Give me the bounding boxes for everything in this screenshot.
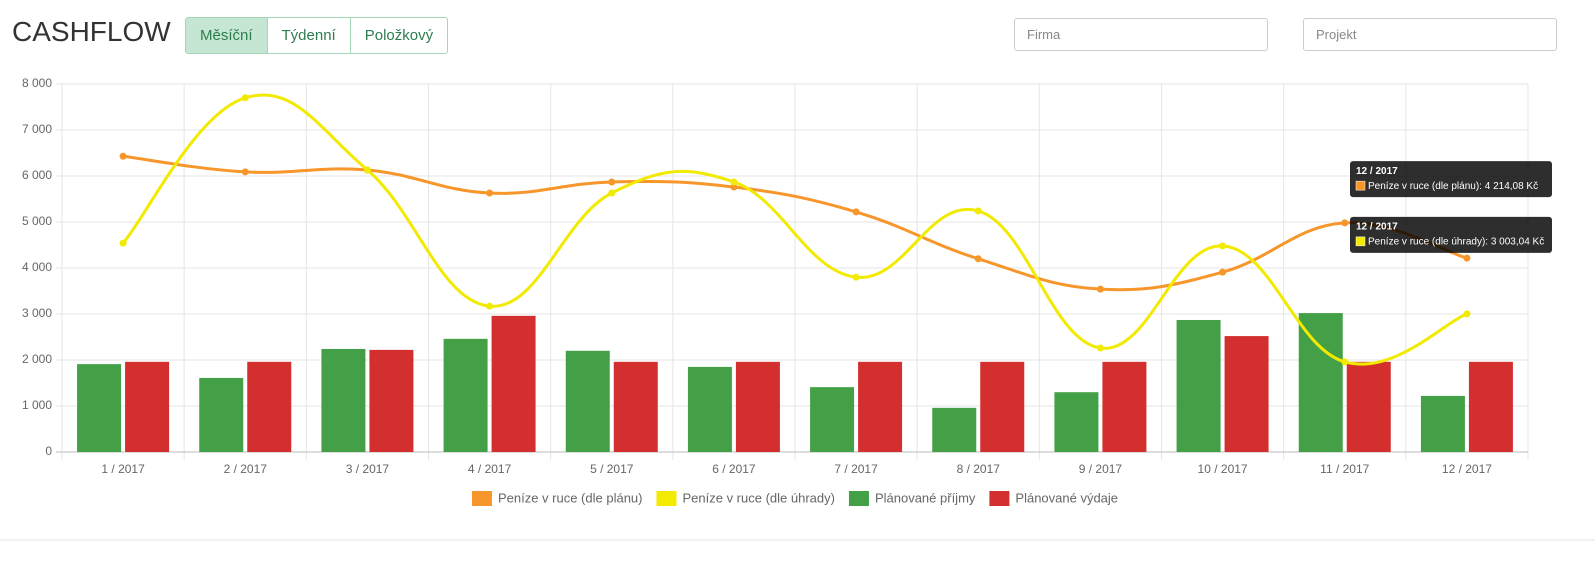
x-tick-label: 3 / 2017 — [346, 462, 390, 476]
tab[interactable]: Položkový — [349, 18, 447, 53]
y-tick-label: 2 000 — [22, 352, 52, 366]
x-tick-label: 7 / 2017 — [834, 462, 878, 476]
bar — [1468, 361, 1513, 452]
point — [852, 273, 860, 281]
bar — [77, 364, 122, 452]
filter-input[interactable]: Projekt — [1303, 18, 1557, 51]
point — [119, 239, 127, 247]
bar — [1346, 361, 1391, 452]
y-tick-label: 4 000 — [22, 260, 52, 274]
bar — [932, 407, 977, 452]
point — [363, 166, 371, 174]
x-tick-label: 5 / 2017 — [590, 462, 634, 476]
tooltip: 12 / 2017 Peníze v ruce (dle plánu): 4 21… — [1350, 161, 1552, 198]
legend-swatch — [989, 491, 1010, 506]
bar — [735, 361, 780, 452]
tooltip-text: Peníze v ruce (dle plánu): 4 214,08 Kč — [1368, 181, 1538, 192]
bar — [443, 338, 488, 452]
y-tick-label: 5 000 — [22, 214, 52, 228]
tooltip-title: 12 / 2017 — [1356, 222, 1398, 233]
tab[interactable]: Měsíční — [186, 18, 267, 53]
bar — [858, 361, 903, 452]
point — [486, 302, 494, 310]
point — [974, 255, 982, 263]
bar — [1298, 313, 1343, 452]
x-tick-label: 11 / 2017 — [1320, 462, 1369, 476]
legend: Peníze v ruce (dle plánu) Peníze v ruce (… — [471, 490, 1118, 506]
y-tick-label: 1 000 — [22, 398, 52, 412]
x-tick-label: 12 / 2017 — [1442, 462, 1492, 476]
line — [122, 154, 1468, 292]
tooltip-box — [1350, 216, 1552, 253]
bar — [321, 348, 366, 452]
x-tick-label: 6 / 2017 — [712, 462, 756, 476]
legend-swatch — [848, 491, 869, 506]
tooltip: 12 / 2017 Peníze v ruce (dle úhrady): 3 0… — [1350, 216, 1552, 253]
tooltip-swatch — [1355, 236, 1366, 247]
x-tick-label: 2 / 2017 — [224, 462, 268, 476]
point — [730, 183, 738, 191]
point — [1463, 310, 1471, 318]
legend-label: Peníze v ruce (dle plánu) — [498, 490, 643, 505]
filter-input[interactable]: Firma — [1014, 18, 1268, 51]
point — [852, 208, 860, 216]
point — [608, 189, 616, 197]
x-tick-label: 4 / 2017 — [468, 462, 512, 476]
bar — [613, 361, 658, 452]
legend-label: Plánované výdaje — [1015, 490, 1118, 505]
bar — [1176, 319, 1221, 452]
y-tick-label: 3 000 — [22, 306, 52, 320]
bar — [1054, 392, 1099, 452]
bar — [980, 361, 1025, 452]
x-tick-label: 1 / 2017 — [101, 462, 145, 476]
bar — [491, 315, 536, 452]
tooltip-box — [1350, 161, 1552, 198]
tab[interactable]: Týdenní — [266, 18, 350, 53]
x-tick-label: 9 / 2017 — [1079, 462, 1123, 476]
bar — [565, 350, 610, 452]
point — [241, 168, 249, 176]
x-tick-label: 8 / 2017 — [957, 462, 1001, 476]
y-tick-label: 8 000 — [22, 76, 52, 90]
point — [730, 178, 738, 186]
tab-group: Měsíční Týdenní Položkový — [185, 17, 449, 54]
point — [974, 207, 982, 215]
y-tick-label: 7 000 — [22, 122, 52, 136]
point — [119, 152, 127, 160]
point — [486, 189, 494, 197]
point — [241, 94, 249, 102]
bar — [1224, 336, 1269, 452]
bar — [1420, 395, 1465, 452]
line — [121, 93, 1468, 366]
x-tick-label: 10 / 2017 — [1198, 462, 1248, 476]
page-title: CASHFLOW — [12, 16, 171, 47]
bar — [810, 387, 855, 452]
tooltip-text: Peníze v ruce (dle úhrady): 3 003,04 Kč — [1368, 237, 1544, 248]
legend-label: Peníze v ruce (dle úhrady) — [682, 490, 834, 505]
bar — [125, 361, 170, 452]
y-tick-label: 6 000 — [22, 168, 52, 182]
y-tick-label: 0 — [45, 444, 52, 458]
legend-swatch — [471, 491, 492, 506]
tooltip-swatch — [1355, 180, 1366, 191]
point — [1219, 242, 1227, 250]
point — [1341, 219, 1349, 227]
point — [1463, 254, 1471, 262]
point — [608, 178, 616, 186]
tooltip-title: 12 / 2017 — [1356, 166, 1398, 177]
bar — [369, 349, 414, 452]
point — [1096, 344, 1104, 352]
bar — [247, 361, 292, 452]
point — [1219, 268, 1227, 276]
point — [1341, 358, 1349, 366]
legend-swatch — [656, 491, 677, 506]
point — [1096, 285, 1104, 293]
bar — [199, 377, 244, 452]
legend-label: Plánované příjmy — [875, 490, 976, 505]
bar — [687, 366, 732, 452]
bar — [1102, 361, 1147, 452]
